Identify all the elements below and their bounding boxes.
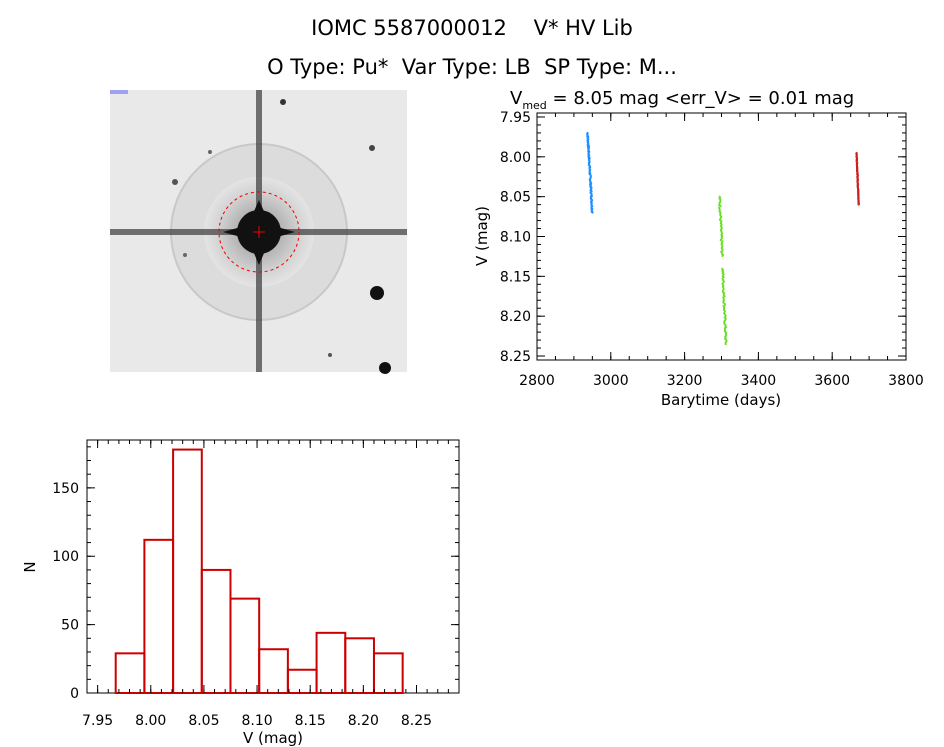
lc-point [718,218,721,221]
chart-title-line1: IOMC 5587000012 V* HV Lib [311,16,633,40]
light-curve-ylabel: V (mag) [473,206,491,266]
lc-point [718,204,721,207]
hist-xtick-label: 8.15 [295,713,326,729]
lc-ytick-label: 8.00 [500,150,531,166]
lc-xtick-label: 3800 [888,373,924,389]
histogram-bar [200,568,232,695]
histogram-bar [315,631,347,694]
lc-point [719,239,722,242]
hist-ytick-label: 50 [61,618,79,634]
lc-xtick-label: 2800 [519,373,555,389]
histogram-bar [229,597,261,694]
histogram-bar [286,668,318,694]
histogram-bar [143,538,175,695]
lc-point [723,295,726,298]
light-curve-title-sub: med [522,99,546,112]
lc-ytick-label: 8.15 [500,269,531,285]
lc-point [719,205,722,208]
hist-xtick-label: 8.10 [241,713,272,729]
lc-point [857,203,860,206]
light-curve-title: Vmed = 8.05 mag <err_V> = 0.01 mag [510,88,854,112]
lc-ytick-label: 7.95 [500,110,531,126]
histogram-bar [372,652,404,694]
lc-ytick-label: 8.05 [500,190,531,206]
hist-ytick-label: 100 [52,549,79,565]
light-curve-xlabel: Barytime (days) [661,391,781,409]
histogram-bar [172,448,203,694]
histogram-x-ticks: 7.95 8.00 8.05 8.10 8.15 8.20 8.25 [82,440,460,729]
light-curve-title-rest: = 8.05 mag <err_V> = 0.01 mag [547,88,854,109]
star-field-icon [110,90,407,374]
histogram-y-ticks: 0 50 100 150 [52,446,459,702]
hist-xtick-label: 8.05 [188,713,219,729]
lc-ytick-label: 8.10 [500,230,531,246]
hist-xtick-label: 8.00 [135,713,166,729]
histogram-bar [344,637,375,695]
histogram-ylabel: N [21,561,39,572]
hist-xtick-label: 8.25 [401,713,432,729]
lc-ytick-label: 8.25 [500,349,531,365]
lc-xtick-label: 3200 [667,373,703,389]
hist-xtick-label: 7.95 [82,713,113,729]
histogram-xlabel: V (mag) [243,729,303,747]
hist-xtick-label: 8.20 [348,713,379,729]
light-curve-y-ticks: 7.95 8.00 8.05 8.10 8.15 8.20 8.25 [500,110,906,365]
histogram-bars [114,448,404,695]
chart-title-line2: O Type: Pu* Var Type: LB SP Type: M... [267,55,677,79]
histogram-bar [258,648,289,695]
lc-point [724,343,727,346]
light-curve-title-v: V [510,88,523,109]
lc-point [723,330,726,333]
hist-ytick-label: 0 [70,686,79,702]
light-curve-x-ticks: 2800 3000 3200 3400 3600 3800 [519,113,924,389]
lc-ytick-label: 8.20 [500,309,531,325]
histogram-bar [114,652,146,694]
lc-xtick-label: 3600 [814,373,850,389]
light-curve-points [586,131,860,346]
lc-xtick-label: 3000 [593,373,629,389]
lc-point [721,255,724,258]
star-field-image [110,90,407,374]
lc-xtick-label: 3400 [741,373,777,389]
hist-ytick-label: 150 [52,481,79,497]
lc-point [723,303,726,306]
lc-point [591,211,594,214]
